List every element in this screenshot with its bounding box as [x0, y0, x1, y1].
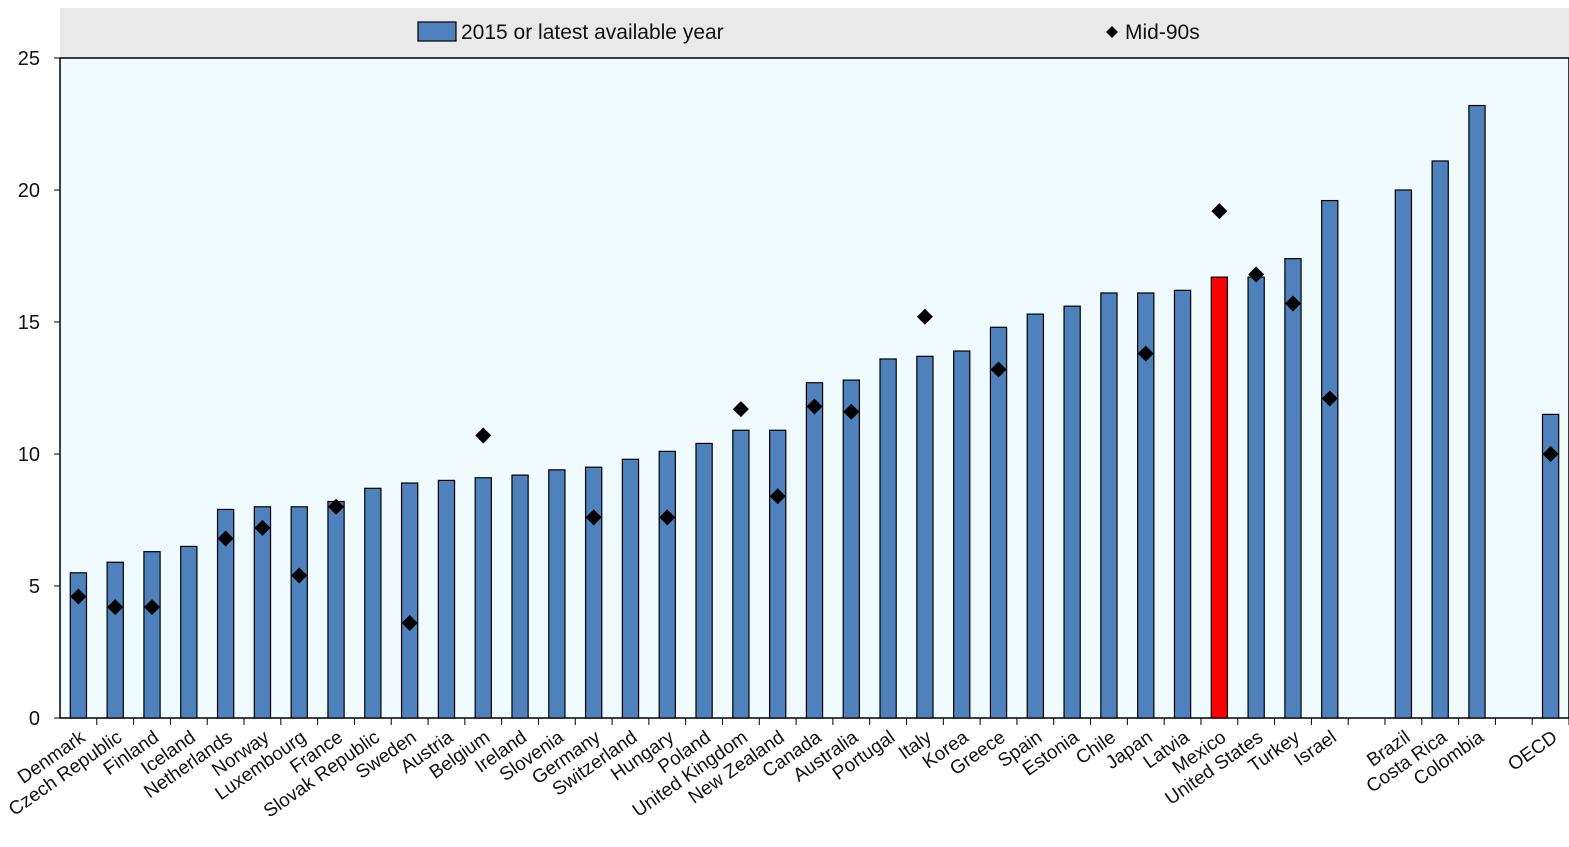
legend-band: [60, 8, 1569, 58]
y-tick-label: 20: [18, 180, 40, 202]
bar-slovak-republic: [364, 487, 382, 719]
legend-bar-swatch: [417, 21, 457, 42]
mid-90s-point-italy: [916, 308, 933, 325]
bar-luxembourg: [290, 506, 308, 719]
bar-oecd: [1541, 413, 1560, 719]
y-tick-label: 5: [29, 576, 40, 598]
y-axis-ticks: [54, 57, 60, 719]
bar-canada: [805, 382, 824, 719]
bar-poland: [695, 442, 713, 719]
bar-united-kingdom: [732, 429, 750, 719]
bar-japan: [1137, 292, 1155, 719]
bar-slovenia: [548, 469, 566, 719]
y-tick-label: 0: [29, 708, 40, 730]
bar-finland: [143, 551, 161, 719]
bar-brazil: [1394, 189, 1413, 719]
bar-latvia: [1173, 289, 1192, 719]
mid-90s-point-new-zealand: [769, 488, 786, 505]
mid-90s-point-netherlands: [217, 530, 234, 547]
y-axis-tick-labels: 0 5 10 15 20 25: [18, 48, 40, 730]
mid-90s-point-oecd: [1542, 446, 1559, 462]
bar-belgium: [474, 477, 492, 719]
bar-italy: [916, 355, 934, 719]
bar-netherlands: [216, 508, 235, 719]
bar-korea: [953, 350, 971, 719]
bar-hungary: [658, 450, 676, 719]
mid-90s-point-united-states: [1248, 266, 1265, 283]
bars-series: [69, 104, 1560, 719]
bar-chile: [1100, 292, 1118, 719]
mid-90s-point-israel: [1321, 390, 1338, 407]
bar-sweden: [400, 482, 419, 719]
mid-90s-point-denmark: [70, 588, 87, 605]
mid-90s-point-luxembourg: [291, 567, 308, 584]
bar-portugal: [879, 358, 897, 719]
mid-90s-point-germany: [585, 509, 602, 526]
x-tick-label: OECD: [1504, 727, 1561, 776]
legend: 2015 or latest available year Mid-90s: [417, 21, 1200, 44]
mid-90s-point-australia: [843, 403, 860, 420]
mid-90s-series: [70, 203, 1559, 631]
mid-90s-point-mexico: [1211, 203, 1228, 220]
legend-diamond-marker: [1106, 26, 1118, 38]
bar-turkey: [1284, 258, 1302, 719]
bar-austria: [437, 479, 456, 719]
y-tick-label: 15: [18, 312, 40, 334]
bar-iceland: [180, 545, 198, 719]
mid-90s-point-czech-republic: [107, 599, 124, 616]
bar-estonia: [1063, 305, 1081, 719]
mid-90s-point-sweden: [401, 614, 418, 631]
mid-90s-point-finland: [144, 599, 161, 616]
y-tick-label: 25: [18, 48, 40, 70]
bar-spain: [1026, 313, 1045, 719]
bar-switzerland: [621, 458, 640, 719]
bar-denmark: [69, 572, 88, 719]
mid-90s-point-greece: [990, 361, 1007, 378]
bar-czech-republic: [106, 561, 124, 719]
bar-france: [327, 500, 345, 719]
y-tick-label: 10: [18, 444, 40, 466]
bar-israel: [1321, 199, 1339, 719]
legend-label-mid-90s: Mid-90s: [1125, 21, 1200, 44]
bar-united-states: [1247, 276, 1265, 719]
mid-90s-point-hungary: [659, 509, 676, 526]
bar-australia: [842, 379, 861, 719]
bar-norway: [253, 506, 272, 719]
bar-germany: [584, 466, 603, 719]
bar-costa-rica: [1431, 160, 1449, 719]
x-tick-label: Israel: [1291, 727, 1341, 771]
mid-90s-point-france: [328, 498, 345, 515]
mid-90s-point-turkey: [1284, 295, 1301, 312]
bar-new-zealand: [768, 429, 787, 719]
bar-colombia: [1468, 104, 1486, 719]
bar-greece: [989, 326, 1008, 719]
legend-label-2015: 2015 or latest available year: [461, 21, 724, 44]
mid-90s-point-belgium: [475, 427, 492, 444]
mid-90s-point-united-kingdom: [732, 401, 749, 418]
mid-90s-point-norway: [254, 519, 271, 536]
mid-90s-point-canada: [806, 398, 823, 415]
bar-mexico: [1210, 276, 1229, 719]
mid-90s-point-japan: [1137, 345, 1154, 362]
bar-ireland: [511, 474, 529, 719]
